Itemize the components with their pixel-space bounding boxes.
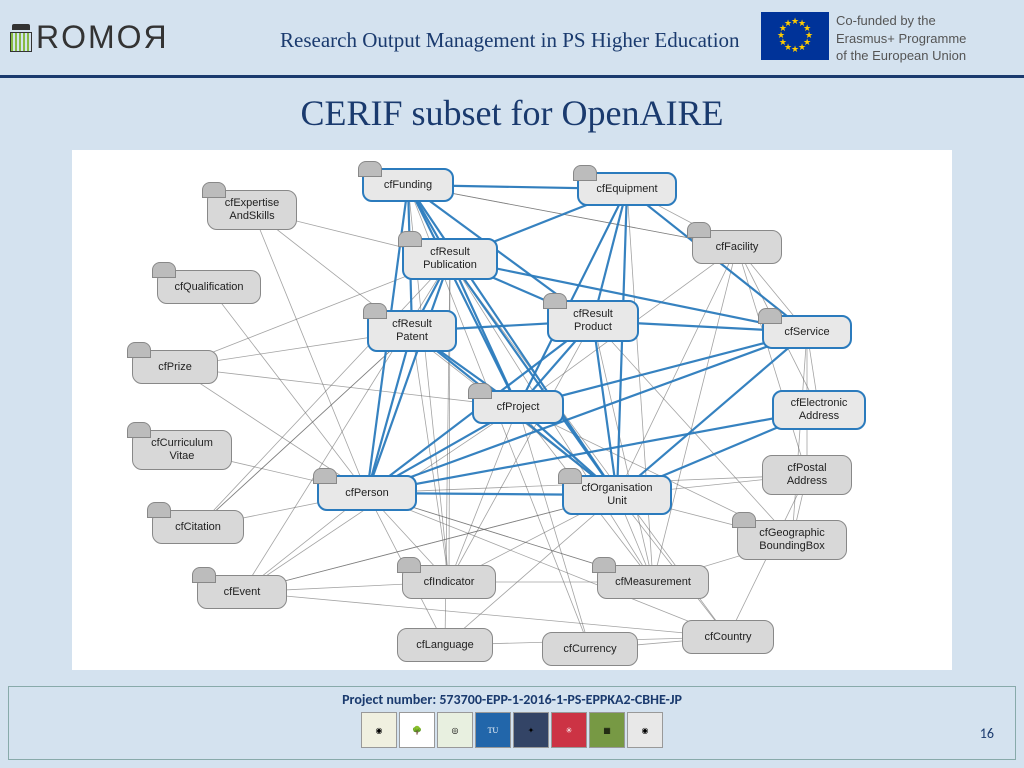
node-measure: cfMeasurement xyxy=(597,565,709,599)
badge-icon: ▦ xyxy=(589,712,625,748)
node-respat: cfResult Patent xyxy=(367,310,457,352)
node-equipment: cfEquipment xyxy=(577,172,677,206)
eu-text-line: Erasmus+ Programme xyxy=(836,30,1016,48)
node-eaddr: cfElectronic Address xyxy=(772,390,866,430)
node-geobox: cfGeographic BoundingBox xyxy=(737,520,847,560)
node-service: cfService xyxy=(762,315,852,349)
node-language: cfLanguage xyxy=(397,628,493,662)
node-country: cfCountry xyxy=(682,620,774,654)
header-subtitle: Research Output Management in PS Higher … xyxy=(280,28,740,53)
node-event: cfEvent xyxy=(197,575,287,609)
node-orgunit: cfOrganisation Unit xyxy=(562,475,672,515)
romor-icon xyxy=(8,22,34,54)
eu-text-line: Co-funded by the xyxy=(836,12,1016,30)
node-qualification: cfQualification xyxy=(157,270,261,304)
node-postal: cfPostal Address xyxy=(762,455,852,495)
node-project: cfProject xyxy=(472,390,564,424)
footer: Project number: 573700-EPP-1-2016-1-PS-E… xyxy=(8,686,1016,760)
node-cv: cfCurriculum Vitae xyxy=(132,430,232,470)
slide-title: CERIF subset for OpenAIRE xyxy=(0,92,1024,134)
node-expertise: cfExpertise AndSkills xyxy=(207,190,297,230)
node-person: cfPerson xyxy=(317,475,417,511)
project-number: Project number: 573700-EPP-1-2016-1-PS-E… xyxy=(9,687,1015,708)
network-diagram: cfFunding cfEquipment cfExpertise AndSkill… xyxy=(72,150,952,670)
node-respub: cfResult Publication xyxy=(402,238,498,280)
page-number: 16 xyxy=(980,725,994,742)
node-prize: cfPrize xyxy=(132,350,218,384)
romor-logo: ROMOЯ xyxy=(8,19,169,56)
badge-icon: ◉ xyxy=(361,712,397,748)
eu-flag-icon: ★★★★★★★★★★★★ xyxy=(761,12,829,60)
node-currency: cfCurrency xyxy=(542,632,638,666)
badge-icon: TU xyxy=(475,712,511,748)
node-citation: cfCitation xyxy=(152,510,244,544)
node-resprod: cfResult Product xyxy=(547,300,639,342)
badge-icon: 🌳 xyxy=(399,712,435,748)
node-facility: cfFacility xyxy=(692,230,782,264)
badge-icon: ✳ xyxy=(551,712,587,748)
badge-icon: ◎ xyxy=(437,712,473,748)
eu-text-line: of the European Union xyxy=(836,47,1016,65)
header: ROMOЯ Research Output Management in PS H… xyxy=(0,0,1024,78)
node-funding: cfFunding xyxy=(362,168,454,202)
eu-cofund-text: Co-funded by the Erasmus+ Programme of t… xyxy=(836,12,1016,65)
badge-icon: ✦ xyxy=(513,712,549,748)
romor-logo-text: ROMOЯ xyxy=(36,19,169,56)
slide: ROMOЯ Research Output Management in PS H… xyxy=(0,0,1024,768)
partner-badges: ◉ 🌳 ◎ TU ✦ ✳ ▦ ◉ xyxy=(9,712,1015,748)
badge-icon: ◉ xyxy=(627,712,663,748)
node-indicator: cfIndicator xyxy=(402,565,496,599)
